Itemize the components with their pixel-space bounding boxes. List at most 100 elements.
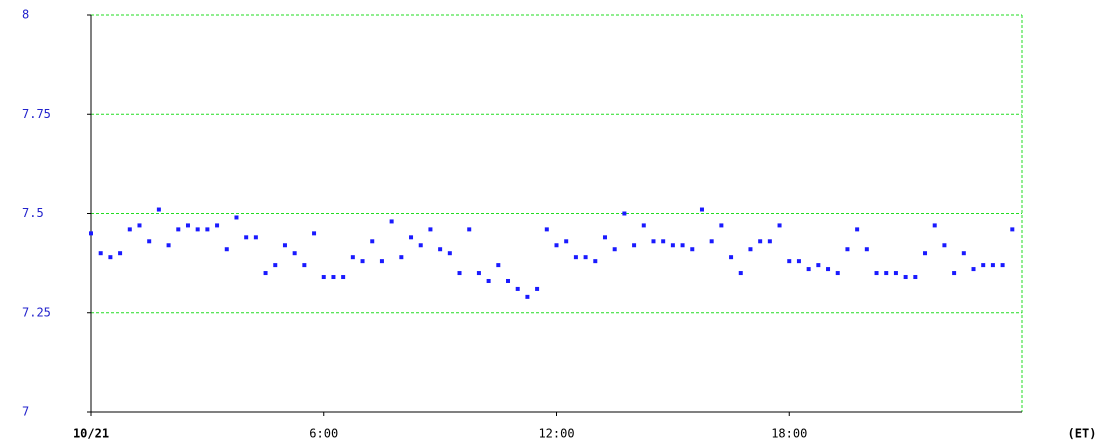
point — [253, 235, 258, 240]
point — [331, 275, 336, 280]
point — [321, 275, 326, 280]
point — [118, 251, 123, 256]
x-tick-label: 12:00 — [538, 427, 574, 441]
point — [932, 223, 937, 228]
point — [961, 251, 966, 256]
point — [544, 227, 549, 232]
x-tick-label: 10/21 — [73, 427, 109, 441]
point — [215, 223, 220, 228]
point — [942, 243, 947, 248]
point — [506, 278, 511, 283]
point — [583, 255, 588, 260]
point — [690, 247, 695, 252]
point — [787, 259, 792, 264]
point — [438, 247, 443, 252]
point — [127, 227, 132, 232]
point — [641, 223, 646, 228]
point — [632, 243, 637, 248]
point — [418, 243, 423, 248]
point — [670, 243, 675, 248]
point — [835, 271, 840, 276]
point — [990, 263, 995, 268]
y-tick-label: 7.25 — [22, 305, 51, 319]
point — [166, 243, 171, 248]
y-tick-label: 7.5 — [22, 206, 44, 220]
point — [263, 271, 268, 276]
point — [341, 275, 346, 280]
x-tick-label: 6:00 — [309, 427, 338, 441]
point — [923, 251, 928, 256]
point — [205, 227, 210, 232]
point — [156, 207, 161, 212]
point — [806, 267, 811, 272]
point — [312, 231, 317, 236]
point — [738, 271, 743, 276]
point — [273, 263, 278, 268]
point — [137, 223, 142, 228]
point — [185, 223, 190, 228]
point — [884, 271, 889, 276]
point — [1010, 227, 1015, 232]
point — [399, 255, 404, 260]
point — [971, 267, 976, 272]
point — [719, 223, 724, 228]
point — [292, 251, 297, 256]
y-tick-label: 8 — [22, 8, 29, 22]
point — [855, 227, 860, 232]
point — [379, 259, 384, 264]
point — [864, 247, 869, 252]
point — [467, 227, 472, 232]
point — [428, 227, 433, 232]
point — [98, 251, 103, 256]
point — [282, 243, 287, 248]
point — [554, 243, 559, 248]
point — [709, 239, 714, 244]
x-tick-label: 18:00 — [771, 427, 807, 441]
point — [1000, 263, 1005, 268]
point — [244, 235, 249, 240]
point — [350, 255, 355, 260]
point — [913, 275, 918, 280]
point — [224, 247, 229, 252]
point — [515, 286, 520, 291]
point — [195, 227, 200, 232]
point — [699, 207, 704, 212]
point — [845, 247, 850, 252]
point — [661, 239, 666, 244]
point — [108, 255, 113, 260]
point — [486, 278, 491, 283]
point — [903, 275, 908, 280]
point — [593, 259, 598, 264]
point — [389, 219, 394, 224]
point — [952, 271, 957, 276]
point — [409, 235, 414, 240]
point — [525, 294, 530, 299]
x-axis-label: (ET) — [1068, 427, 1097, 441]
point — [748, 247, 753, 252]
point — [816, 263, 821, 268]
point — [147, 239, 152, 244]
y-tick-label: 7 — [22, 405, 29, 419]
point — [981, 263, 986, 268]
point — [680, 243, 685, 248]
point — [874, 271, 879, 276]
point — [777, 223, 782, 228]
point — [573, 255, 578, 260]
point — [496, 263, 501, 268]
point — [612, 247, 617, 252]
point — [476, 271, 481, 276]
point — [370, 239, 375, 244]
point — [564, 239, 569, 244]
point — [602, 235, 607, 240]
point — [89, 231, 93, 236]
y-tick-label: 7.75 — [22, 107, 51, 121]
point — [234, 215, 239, 220]
point — [302, 263, 307, 268]
point — [826, 267, 831, 272]
point — [535, 286, 540, 291]
point — [758, 239, 763, 244]
point — [796, 259, 801, 264]
point — [767, 239, 772, 244]
point — [622, 211, 627, 216]
